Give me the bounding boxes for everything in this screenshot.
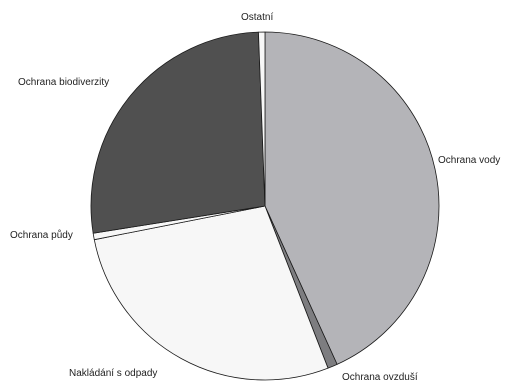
slice-label-ochrana-pudy: Ochrana půdy: [10, 230, 73, 241]
pie-slice-2: [93, 205, 329, 381]
slice-label-nakladani-s-odpady: Nakládání s odpady: [69, 368, 158, 379]
pie-slice-4: [90, 31, 266, 234]
slice-label-ochrana-biodiverzity: Ochrana biodiverzity: [18, 77, 110, 88]
pie-slice-0: [264, 31, 440, 365]
slice-label-ochrana-ovzdusi: Ochrana ovzduší: [342, 372, 418, 383]
slice-label-ochrana-vody: Ochrana vody: [438, 155, 501, 166]
pie-slice-5: [258, 31, 266, 207]
slice-label-ostatni: Ostatní: [241, 12, 274, 23]
